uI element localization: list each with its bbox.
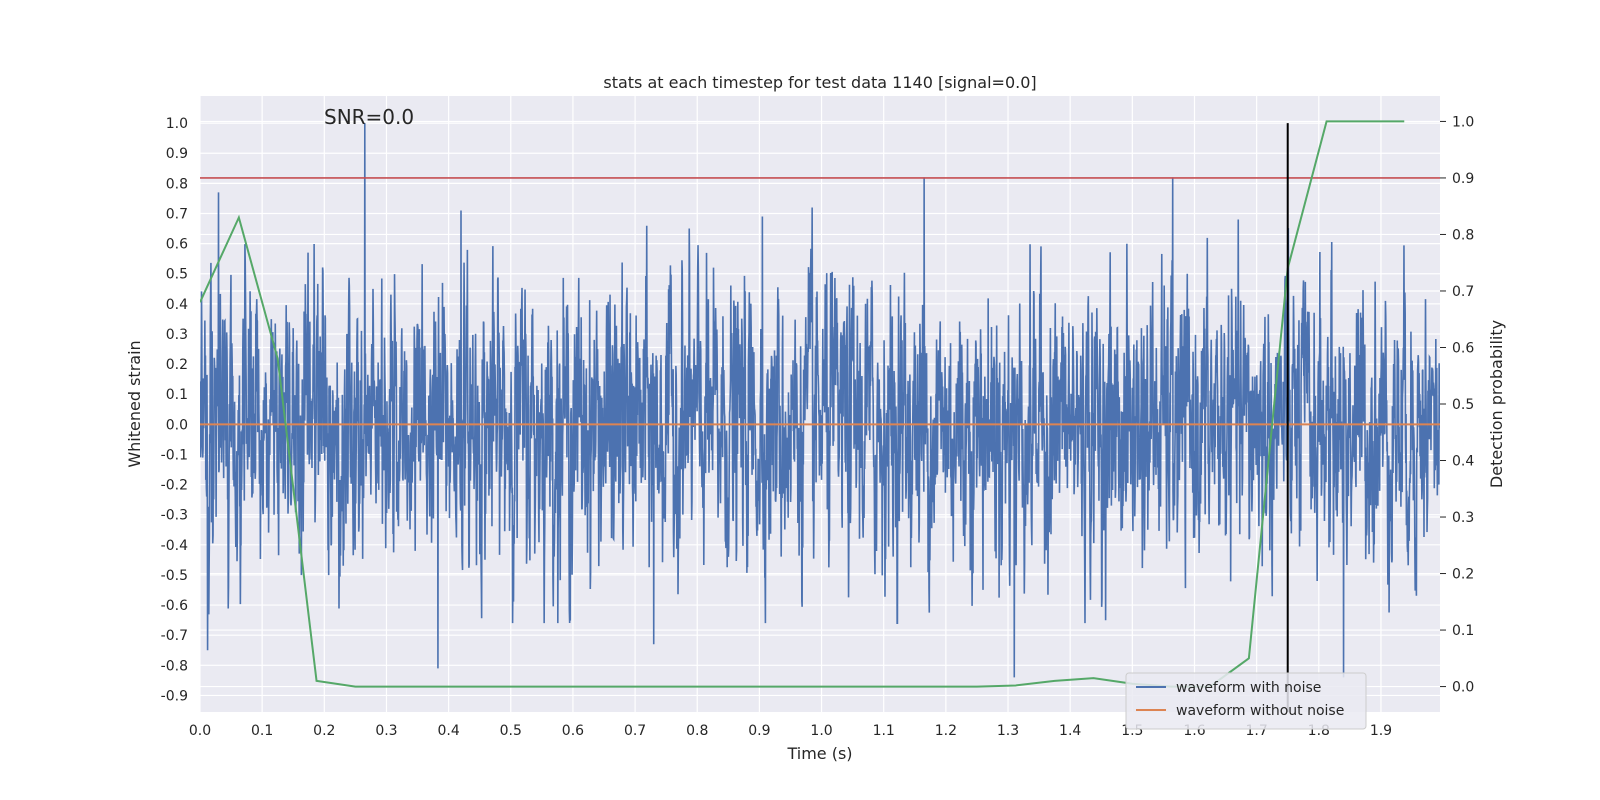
x-tick-label: 1.3 xyxy=(997,723,1019,739)
y-tick-label: -0.4 xyxy=(161,538,188,554)
y-tick-label: -0.7 xyxy=(161,628,188,644)
x-tick-label: 1.2 xyxy=(935,723,957,739)
y2-tick-label: 0.9 xyxy=(1452,171,1474,187)
x-tick-label: 1.0 xyxy=(810,723,832,739)
y-tick-label: 0.9 xyxy=(166,146,188,162)
y-tick-label: 0.7 xyxy=(166,206,188,222)
y2-tick-label: 0.4 xyxy=(1452,454,1474,470)
x-tick-label: 0.1 xyxy=(251,723,273,739)
y-tick-label: -0.5 xyxy=(161,568,188,584)
y2-tick-label: 0.6 xyxy=(1452,340,1474,356)
x-tick-label: 0.0 xyxy=(189,723,211,739)
x-tick-label: 0.6 xyxy=(562,723,584,739)
y2-tick-label: 0.5 xyxy=(1452,397,1474,413)
legend: waveform with noise waveform without noi… xyxy=(1125,672,1367,730)
y-tick-label: -0.2 xyxy=(161,478,188,494)
x-tick-label: 1.9 xyxy=(1370,723,1392,739)
y-tick-label: 0.3 xyxy=(166,327,188,343)
y-tick-label: -0.6 xyxy=(161,598,188,614)
y2-axis-label: Detection probability xyxy=(1487,320,1506,488)
y-tick-label: -0.8 xyxy=(161,658,188,674)
x-tick-label: 0.2 xyxy=(313,723,335,739)
legend-label-noise: waveform with noise xyxy=(1176,680,1321,696)
y-tick-label: -0.3 xyxy=(161,508,188,524)
y2-tick-label: 1.0 xyxy=(1452,114,1474,130)
chart-title: stats at each timestep for test data 114… xyxy=(603,73,1036,92)
y-tick-label: 0.5 xyxy=(166,267,188,283)
y-tick-label: 0.2 xyxy=(166,357,188,373)
y-tick-label: -0.9 xyxy=(161,688,188,704)
y2-tick-label: 0.1 xyxy=(1452,623,1474,639)
x-tick-label: 0.5 xyxy=(500,723,522,739)
y-tick-label: 0.1 xyxy=(166,387,188,403)
y-tick-label: 0.0 xyxy=(166,417,188,433)
y-tick-label: 0.6 xyxy=(166,237,188,253)
ticks: 0.0 0.1 0.2 0.3 0.4 0.5 0.6 0.7 0.8 0.9 1.0 1.1 1.2 1… xyxy=(161,114,1475,739)
y2-tick-label: 0.8 xyxy=(1452,227,1474,243)
x-tick-label: 0.3 xyxy=(375,723,397,739)
y2-tick-label: 0.3 xyxy=(1452,510,1474,526)
y-tick-label: -0.1 xyxy=(161,447,188,463)
legend-box xyxy=(1125,672,1367,730)
y2-tick-label: 0.2 xyxy=(1452,567,1474,583)
y2-tick-label: 0.7 xyxy=(1452,284,1474,300)
x-tick-label: 0.4 xyxy=(437,723,459,739)
y-axis-label: Whitened strain xyxy=(125,340,144,467)
series-waveform-with-noise xyxy=(200,123,1440,678)
x-tick-label: 0.8 xyxy=(686,723,708,739)
x-tick-label: 1.4 xyxy=(1059,723,1081,739)
snr-annotation: SNR=0.0 xyxy=(324,105,414,129)
y-tick-label: 0.8 xyxy=(166,176,188,192)
x-tick-label: 0.9 xyxy=(748,723,770,739)
x-axis-label: Time (s) xyxy=(786,744,852,763)
legend-label-clean: waveform without noise xyxy=(1176,703,1344,719)
y-tick-label: 1.0 xyxy=(166,116,188,132)
y-tick-label: 0.4 xyxy=(166,297,188,313)
x-tick-label: 0.7 xyxy=(624,723,646,739)
y2-tick-label: 0.0 xyxy=(1452,680,1474,696)
grid xyxy=(199,96,1440,712)
x-tick-label: 1.1 xyxy=(873,723,895,739)
